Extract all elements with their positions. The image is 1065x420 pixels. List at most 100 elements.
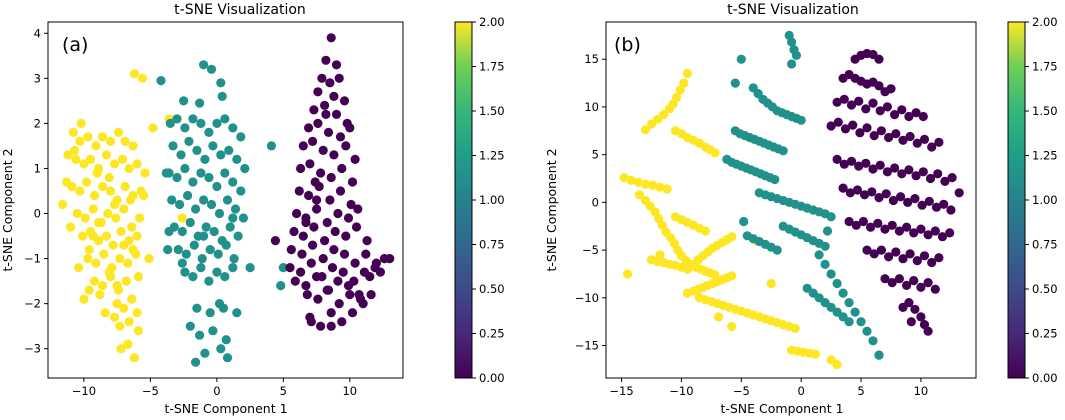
scatter-point: [341, 231, 351, 241]
scatter-point: [99, 249, 109, 259]
scatter-point: [931, 202, 942, 212]
scatter-point: [882, 167, 893, 177]
scatter-point: [790, 323, 800, 333]
scatter-point: [290, 276, 300, 286]
scatter-point: [822, 226, 833, 236]
scatter-point: [902, 222, 912, 232]
scatter-point: [75, 186, 85, 196]
scatter-point: [298, 231, 308, 241]
scatter-point: [108, 240, 118, 250]
scatter-point: [172, 114, 182, 124]
scatter-point: [886, 84, 896, 94]
plot-area-frame: [605, 21, 977, 379]
x-tick-label: −5: [142, 384, 159, 398]
scatter-point: [787, 59, 797, 69]
scatter-point: [313, 87, 323, 97]
scatter-point: [916, 312, 926, 322]
scatter-point: [216, 344, 226, 354]
scatter-point: [876, 126, 887, 136]
scatter-point: [180, 163, 190, 174]
colorbar-gradient: [455, 22, 472, 378]
scatter-point: [912, 138, 922, 148]
scatter-point: [205, 245, 215, 255]
scatter-point: [623, 269, 633, 279]
scatter-point: [833, 117, 843, 127]
scatter-point: [874, 81, 884, 91]
scatter-point: [144, 254, 154, 264]
scatter-point: [212, 118, 222, 128]
scatter-point: [91, 258, 101, 268]
scatter-point: [224, 145, 234, 155]
x-tick-label: 0: [213, 384, 220, 398]
scatter-point: [947, 173, 957, 183]
scatter-point: [832, 360, 842, 370]
scatter-point: [326, 308, 336, 318]
scatter-point: [195, 98, 205, 108]
scatter-point: [875, 106, 885, 116]
scatter-point: [76, 118, 86, 128]
scatter-point: [934, 253, 944, 263]
y-tick-label: 4: [34, 26, 41, 40]
colorbar-tick-label: 1.75: [1032, 60, 1058, 74]
scatter-point: [917, 200, 927, 210]
scatter-point: [189, 240, 199, 250]
scatter-point: [83, 254, 93, 264]
y-tick-label: −15: [575, 339, 599, 353]
scatter-point: [334, 299, 344, 309]
scatter-point: [164, 226, 174, 237]
scatter-point: [123, 339, 133, 349]
scatter-point: [918, 167, 928, 177]
scatter-point: [925, 173, 936, 184]
scatter-point: [362, 236, 372, 246]
scatter-point: [365, 272, 375, 282]
scatter-point: [233, 231, 243, 241]
scatter-point: [228, 177, 238, 187]
scatter-point: [177, 258, 187, 268]
scatter-point: [80, 213, 90, 223]
scatter-point: [294, 186, 304, 196]
scatter-point: [648, 180, 658, 190]
scatter-point: [814, 250, 824, 260]
scatter-point: [112, 299, 122, 309]
scatter-point: [199, 231, 209, 241]
scatter-point: [301, 281, 311, 291]
scatter-point: [868, 164, 878, 174]
y-tick-label: −2: [24, 297, 41, 311]
scatter-point: [856, 317, 866, 327]
y-tick-label: −5: [582, 243, 599, 257]
scatter-point: [192, 303, 202, 313]
scatter-point: [197, 254, 207, 264]
scatter-point: [619, 173, 629, 183]
scatter-point: [101, 150, 112, 160]
scatter-point: [862, 326, 872, 336]
scatter-point: [848, 120, 858, 130]
scatter-point: [222, 353, 233, 363]
scatter-point: [727, 321, 737, 332]
scatter-point: [212, 267, 222, 277]
scatter-point: [320, 100, 330, 110]
panel-label: (a): [62, 34, 88, 56]
scatter-point: [240, 163, 250, 174]
scatter-point: [216, 150, 226, 160]
scatter-point: [351, 222, 362, 232]
scatter-point: [337, 163, 347, 174]
scatter-point: [104, 172, 114, 183]
scatter-point: [124, 317, 134, 327]
y-tick-label: −1: [24, 252, 41, 266]
scatter-point: [181, 249, 191, 259]
scatter-point: [128, 141, 138, 151]
scatter-point: [838, 183, 848, 193]
scatter-point: [874, 54, 884, 64]
scatter-point: [308, 240, 318, 250]
scatter-point: [855, 128, 865, 138]
scatter-point: [710, 148, 720, 158]
scatter-point: [213, 249, 223, 259]
scatter-point: [727, 271, 737, 281]
scatter-point: [91, 141, 101, 151]
scatter-point: [664, 104, 675, 114]
scatter-point: [128, 245, 138, 255]
scatter-point: [191, 204, 201, 214]
scatter-point: [861, 158, 871, 168]
scatter-point: [168, 141, 178, 151]
